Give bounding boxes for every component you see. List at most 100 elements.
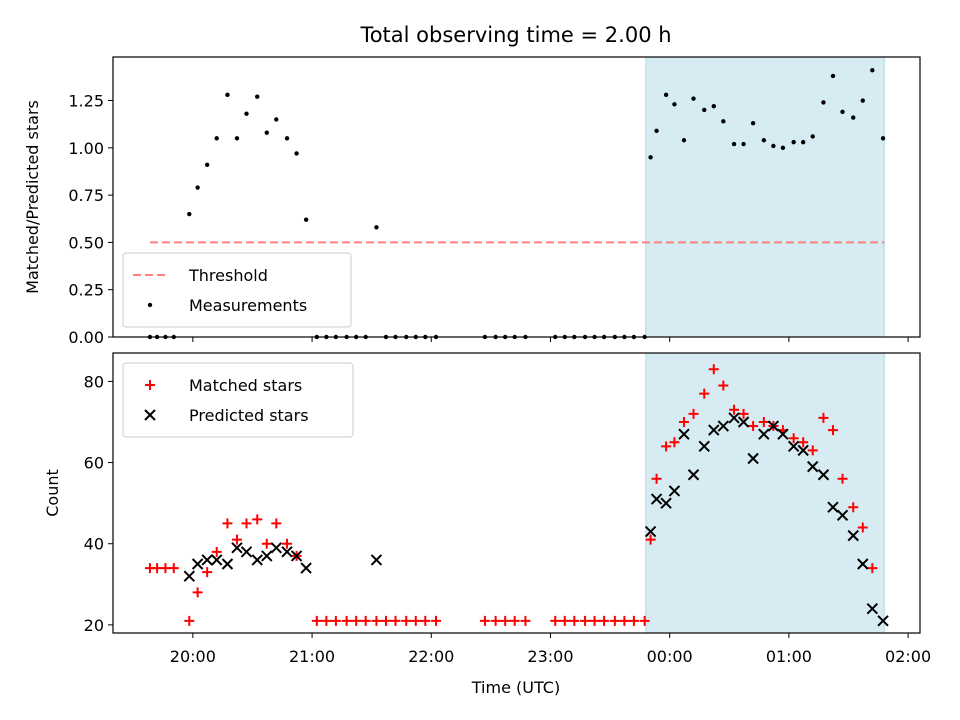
- bottom-series-1-point: [717, 420, 730, 432]
- top-series-0-point: [204, 162, 210, 168]
- bottom-series-1-point: [210, 554, 223, 566]
- bottom-series-1-point: [866, 602, 879, 615]
- x-tick-label: 21:00: [289, 647, 335, 666]
- bottom-series-0-point: [748, 421, 759, 432]
- bottom-series-1-point: [281, 546, 293, 558]
- bottom-series-0-point: [479, 615, 490, 626]
- top-series-0-point: [830, 73, 836, 79]
- bottom-series-1-point: [644, 525, 657, 538]
- x-tick-label: 00:00: [647, 647, 693, 666]
- top-series-0-point: [741, 141, 746, 147]
- x-tick-label: 20:00: [170, 647, 216, 666]
- bottom-y-tick-label: 40: [84, 535, 104, 554]
- top-series-0-point: [303, 217, 309, 222]
- bottom-series-1-point: [650, 493, 663, 505]
- bottom-series-0-point: [241, 518, 252, 529]
- bottom-series-1-point: [300, 562, 312, 574]
- bottom-series-1-point: [877, 615, 889, 627]
- bottom-series-0-point: [192, 587, 203, 598]
- bottom-series-1-point: [668, 485, 681, 497]
- bottom-series-0-point: [401, 615, 412, 626]
- bottom-series-0-point: [651, 473, 662, 484]
- bottom-series-0-point: [678, 416, 689, 427]
- bottom-series-0-point: [639, 615, 650, 626]
- top-series-0-point: [187, 211, 192, 217]
- bottom-series-0-point: [661, 441, 672, 452]
- top-series-0-point: [750, 121, 756, 126]
- bottom-series-1-point: [183, 570, 195, 582]
- bottom-series-0-point: [619, 615, 630, 626]
- bottom-legend-label: Predicted stars: [189, 406, 309, 425]
- bottom-series-0-point: [202, 567, 213, 578]
- bottom-series-0-point: [699, 388, 710, 399]
- x-axis-label: Time (UTC): [471, 678, 560, 697]
- bottom-series-0-point: [490, 615, 501, 626]
- top-series-0-point: [648, 155, 653, 160]
- bottom-series-0-point: [589, 615, 600, 626]
- bottom-series-0-point: [718, 380, 729, 391]
- bottom-series-0-point: [807, 445, 818, 456]
- bottom-series-1-point: [857, 558, 869, 570]
- top-series-0-point: [654, 128, 659, 133]
- bottom-series-1-point: [290, 550, 303, 562]
- top-legend-marker: [147, 302, 153, 308]
- top-series-0-point: [880, 136, 886, 141]
- bottom-series-0-point: [168, 563, 179, 574]
- top-series-0-point: [791, 139, 796, 145]
- top-panel: 0.00 0.25 0.50 0.75 1.00 1.25 Threshold Measure…: [68, 56, 921, 347]
- top-series-0-point: [225, 92, 230, 98]
- bottom-series-0-point: [758, 416, 769, 427]
- bottom-series-0-point: [160, 563, 171, 574]
- bottom-legend-marker: [145, 380, 155, 390]
- bottom-series-0-point: [222, 518, 233, 529]
- top-series-0-point: [851, 115, 856, 120]
- bottom-series-1-point: [836, 509, 849, 522]
- top-series-0-point: [294, 151, 299, 156]
- top-legend-box: [122, 252, 352, 328]
- bottom-series-1-point: [797, 444, 809, 457]
- bottom-series-0-point: [559, 615, 570, 626]
- bottom-panel: 20 40 60 80 20:00 21:00 22:00 23:00 00:00 01:00 02…: [84, 352, 931, 666]
- bottom-axes-frame: [112, 352, 921, 634]
- top-series-0-point: [264, 130, 269, 135]
- top-series-0-point: [840, 109, 845, 115]
- bottom-series-1-point: [660, 497, 672, 509]
- bottom-series-1-point: [767, 420, 780, 432]
- top-series-0-point: [681, 138, 687, 143]
- bottom-series-1-point: [817, 469, 830, 481]
- bottom-y-tick-label: 80: [84, 372, 104, 391]
- bottom-series-1-point: [758, 428, 770, 440]
- top-axes-frame: [112, 56, 921, 338]
- bottom-series-1-point: [728, 412, 740, 424]
- bottom-series-0-point: [371, 615, 382, 626]
- top-series-0-point: [711, 103, 716, 109]
- chart-title: Total observing time = 2.00 h: [359, 23, 671, 47]
- top-series-0-point: [810, 134, 815, 139]
- top-series-0-point: [374, 225, 379, 230]
- x-tick-label: 23:00: [527, 647, 573, 666]
- top-series-0-point: [244, 111, 249, 116]
- bottom-legend-label: Matched stars: [189, 376, 302, 395]
- bottom-series-0-point: [520, 615, 531, 626]
- bottom-series-1-point: [221, 558, 234, 570]
- bottom-series-1-point: [370, 554, 383, 566]
- top-series-0-point: [780, 145, 786, 151]
- bottom-series-0-point: [252, 514, 263, 525]
- bottom-series-1-point: [251, 554, 263, 566]
- bottom-series-1-point: [777, 428, 789, 440]
- top-series-0-point: [721, 119, 726, 124]
- bottom-series-1-point: [847, 529, 859, 542]
- bottom-series-0-point: [867, 563, 878, 574]
- top-series-0-point: [860, 98, 865, 103]
- top-y-tick-label: 0.75: [68, 186, 104, 205]
- bottom-series-0-point: [857, 522, 868, 533]
- bottom-series-0-point: [282, 538, 293, 549]
- bottom-series-0-point: [211, 546, 222, 557]
- bottom-series-0-point: [738, 408, 749, 419]
- top-series-0-point: [663, 92, 669, 98]
- bottom-series-0-point: [609, 615, 620, 626]
- bottom-observing-window: [645, 352, 885, 634]
- top-series-0-point: [672, 102, 677, 107]
- bottom-series-1-point: [698, 440, 710, 453]
